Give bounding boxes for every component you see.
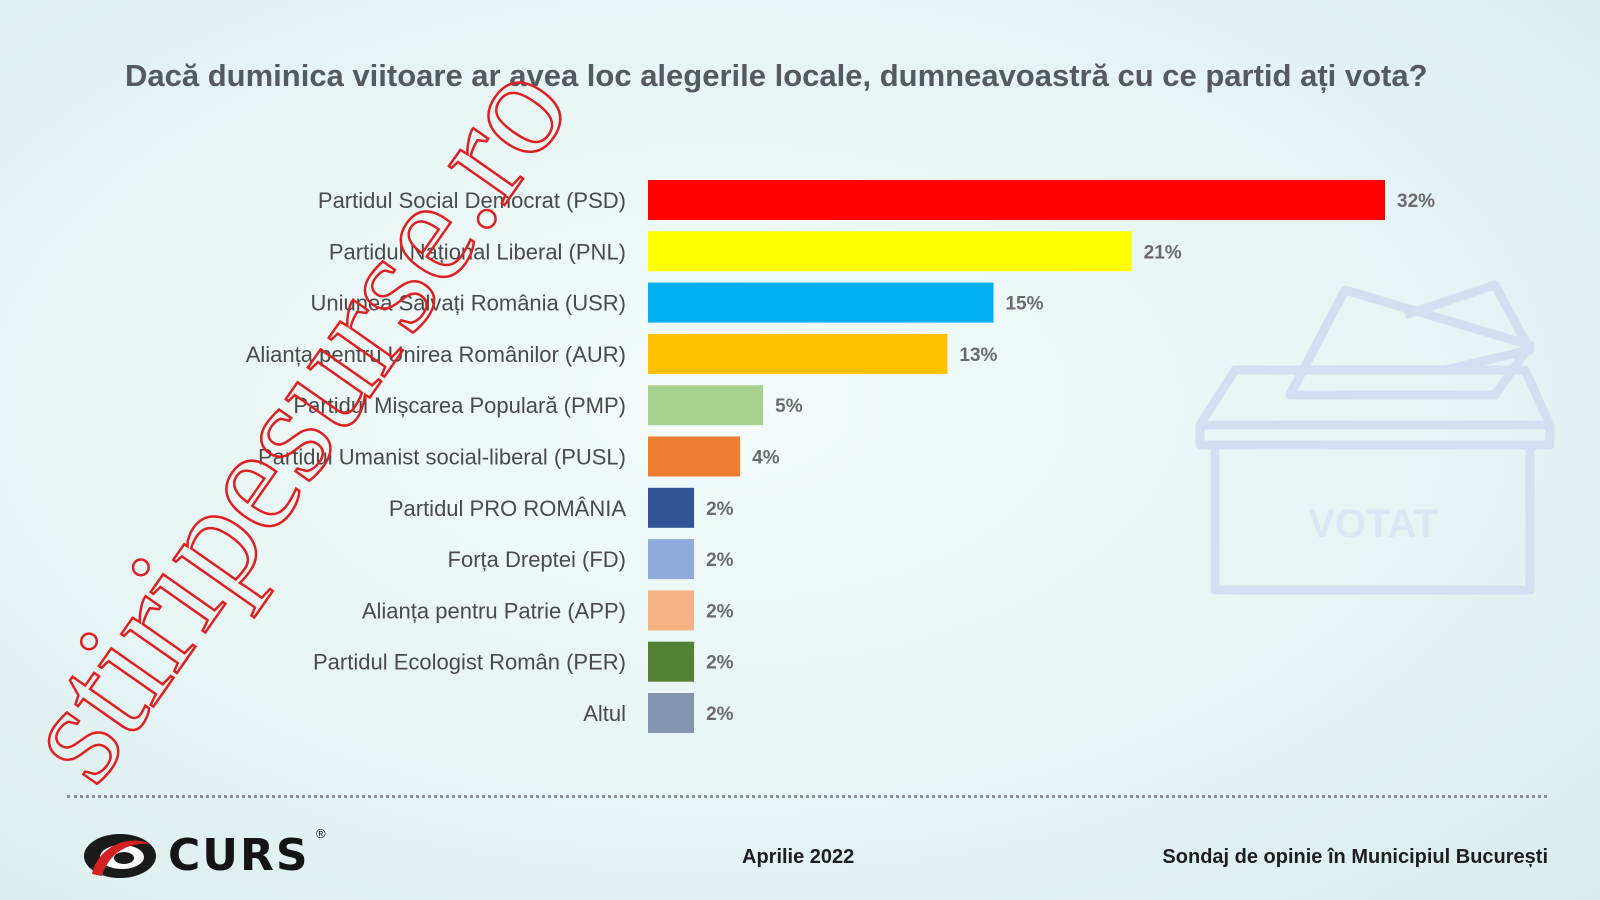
category-label: Alianța pentru Patrie (APP) (362, 598, 626, 623)
value-label: 13% (959, 345, 997, 366)
curs-logo-text: CURS (168, 830, 310, 881)
registered-mark: ® (316, 826, 326, 841)
ballot-box-text: VOTAT (1308, 502, 1438, 546)
value-label: 2% (706, 601, 734, 622)
footer-divider (67, 795, 1547, 798)
bar (648, 385, 764, 426)
bar (648, 539, 695, 580)
category-label: Forța Dreptei (FD) (448, 547, 626, 572)
category-label: Partidul PRO ROMÂNIA (389, 496, 626, 521)
bar (648, 180, 1385, 220)
value-label: 21% (1144, 242, 1182, 263)
curs-logo: CURS ® (80, 826, 340, 886)
survey-date: Aprilie 2022 (742, 846, 855, 868)
value-label: 5% (775, 396, 803, 417)
category-label: Altul (583, 701, 626, 726)
curs-logo-icon (84, 834, 156, 878)
category-label: Partidul Umanist social-liberal (PUSL) (258, 445, 626, 470)
category-label: Partidul Social Democrat (PSD) (318, 188, 626, 213)
bar (648, 231, 1132, 272)
ballot-box-icon: VOTAT (1195, 280, 1555, 595)
category-label: Uniunea Salvați România (USR) (311, 291, 626, 316)
bar (648, 641, 695, 682)
bar (648, 590, 695, 631)
bar-chart: Partidul Social Democrat (PSD) 32% Partidu… (246, 180, 1435, 733)
category-label: Partidul Național Liberal (PNL) (329, 239, 626, 264)
value-label: 2% (706, 704, 734, 725)
bar (648, 333, 948, 374)
bar (648, 282, 994, 323)
category-label: Alianța pentru Unirea Românilor (AUR) (246, 342, 626, 367)
bar (648, 436, 741, 477)
value-label: 15% (1005, 294, 1043, 315)
value-label: 32% (1397, 191, 1435, 212)
survey-description: Sondaj de opinie în Municipiul București (1162, 846, 1548, 868)
category-label: Partidul Ecologist Român (PER) (313, 650, 626, 675)
value-label: 2% (706, 499, 734, 520)
category-label: Partidul Mișcarea Populară (PMP) (293, 393, 626, 418)
value-label: 2% (706, 550, 734, 571)
value-label: 4% (752, 448, 780, 469)
bar (648, 693, 695, 733)
bar (648, 487, 695, 528)
chart-title: Dacă duminica viitoare ar avea loc alege… (125, 58, 1428, 93)
value-label: 2% (706, 653, 734, 674)
